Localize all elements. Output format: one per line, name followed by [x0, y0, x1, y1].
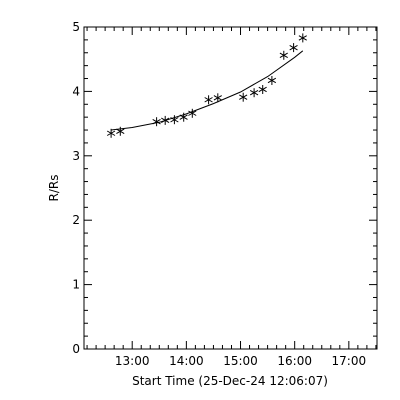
- y-tick-label: 5: [72, 20, 80, 34]
- data-point: [152, 117, 161, 127]
- y-tick-label: 2: [72, 213, 80, 227]
- data-point: [170, 115, 179, 125]
- data-point: [188, 108, 197, 118]
- data-point: [279, 50, 288, 60]
- data-point: [267, 76, 277, 85]
- x-axis-title: Start Time (25-Dec-24 12:06:07): [132, 374, 328, 388]
- data-point: [249, 88, 259, 98]
- x-tick-label: 13:00: [115, 354, 150, 368]
- x-tick-label: 15:00: [223, 354, 258, 368]
- x-tick-label: 16:00: [277, 354, 312, 368]
- y-tick-label: 4: [72, 84, 80, 98]
- x-tick-label: 17:00: [332, 354, 367, 368]
- data-point: [239, 92, 248, 102]
- data-points: [106, 33, 307, 138]
- data-point: [289, 43, 298, 53]
- data-point: [204, 95, 213, 105]
- x-axis: 13:00 14:00 15:00 16:00 17:00: [86, 27, 377, 368]
- data-point: [213, 93, 222, 103]
- fit-curve: [111, 50, 304, 131]
- data-point: [179, 112, 188, 122]
- plot-frame: [83, 26, 378, 350]
- x-tick-label: 14:00: [169, 354, 204, 368]
- data-point: [298, 33, 307, 43]
- data-point: [106, 128, 116, 138]
- y-tick-label: 3: [72, 149, 80, 163]
- data-point: [161, 115, 170, 125]
- y-axis-title: R/Rs: [47, 175, 61, 202]
- y-tick-label: 1: [72, 278, 80, 292]
- y-tick-label: 0: [72, 342, 80, 356]
- y-axis: 0 1 2 3 4 5: [72, 20, 377, 356]
- data-point: [116, 126, 125, 136]
- data-point: [258, 85, 267, 94]
